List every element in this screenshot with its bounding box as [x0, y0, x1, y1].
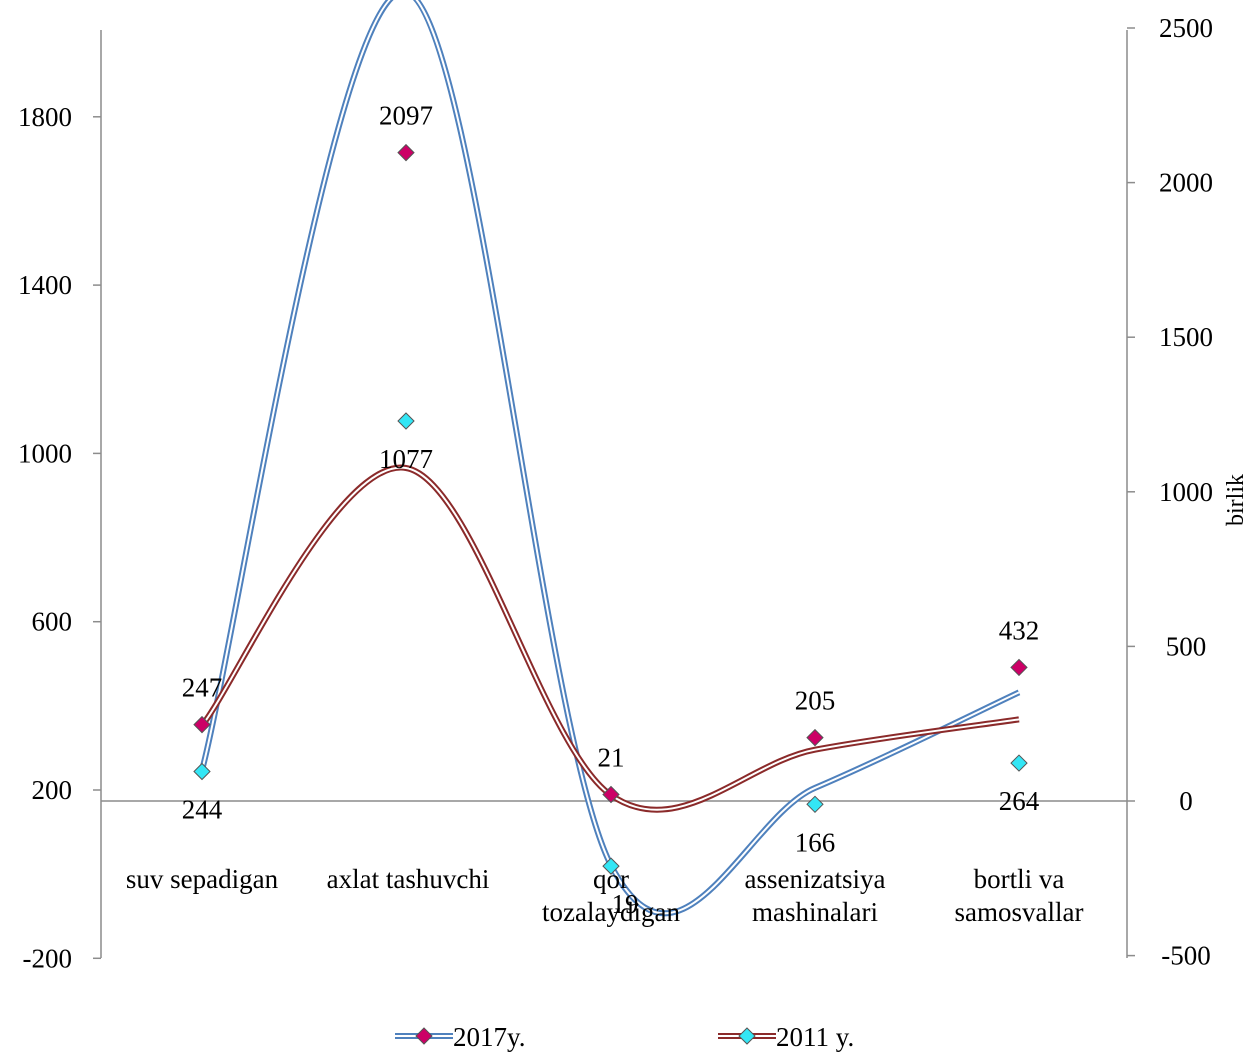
- data-label-series-2: 166: [795, 827, 836, 857]
- category-label: samosvallar: [955, 897, 1084, 927]
- left-y-tick-label: 1800: [18, 102, 72, 132]
- category-label: suv sepadigan: [126, 864, 279, 894]
- legend-label-2: 2011 y.: [776, 1022, 854, 1052]
- data-label-series-2: 1077: [379, 444, 433, 474]
- data-label-series-1: 205: [795, 686, 836, 716]
- category-labels-group: suv sepadigan axlat tashuvchi qortozalaydi…: [126, 864, 1084, 927]
- series-markers-group: [193, 143, 1028, 875]
- data-label-series-1: 247: [182, 673, 223, 703]
- series-line-inner-2: [201, 466, 1020, 811]
- legend-marker-1: [415, 1027, 433, 1045]
- series-line-outer-1: [199, 0, 1021, 917]
- series-line-inner-1: [201, 0, 1020, 915]
- data-labels-group: 247 2097 21 205 432 244 1077 19 166 264: [182, 101, 1040, 920]
- right-y-tick-label: 500: [1166, 631, 1207, 661]
- data-label-series-1: 432: [999, 615, 1040, 645]
- series-marker-1: [1010, 658, 1028, 677]
- series-marker-1: [602, 785, 620, 804]
- series-marker-1: [193, 715, 211, 734]
- left-y-tick-label: -200: [23, 943, 73, 973]
- right-y-tick-label: 1000: [1159, 477, 1213, 507]
- series-marker-2: [397, 412, 415, 430]
- legend-group: 2017y. 2011 y.: [395, 1022, 854, 1052]
- series-marker-2: [1010, 754, 1028, 772]
- data-label-series-2: 244: [182, 794, 223, 824]
- category-label: mashinalari: [752, 897, 878, 927]
- legend-label-1: 2017y.: [453, 1022, 526, 1052]
- data-label-series-1: 2097: [379, 101, 433, 131]
- axes-group: -200 200 600 1000 1400 1800 -500 0 500 1000 1500 20…: [18, 13, 1249, 973]
- category-label: assenizatsiya: [745, 864, 886, 894]
- series-marker-2: [193, 762, 211, 781]
- right-y-tick-label: 0: [1179, 786, 1193, 816]
- series-marker-2: [806, 795, 824, 814]
- right-y-tick-label: 2500: [1159, 13, 1213, 43]
- series-marker-1: [806, 728, 824, 747]
- left-y-tick-label: 1400: [18, 270, 72, 300]
- category-label: tozalaydigan: [542, 897, 680, 927]
- data-label-series-1: 21: [598, 743, 625, 773]
- left-y-tick-label: 600: [32, 607, 73, 637]
- left-y-tick-label: 200: [32, 775, 73, 805]
- category-label: qor: [593, 864, 629, 894]
- series-marker-2: [602, 857, 620, 875]
- series-lines-group: [199, 0, 1021, 917]
- right-y-tick-label: 1500: [1159, 322, 1213, 352]
- category-label: axlat tashuvchi: [327, 864, 490, 894]
- data-label-series-2: 264: [999, 786, 1040, 816]
- legend-marker-2: [738, 1027, 756, 1045]
- series-marker-1: [397, 143, 415, 162]
- category-label: bortli va: [974, 864, 1065, 894]
- left-y-tick-label: 1000: [18, 438, 72, 468]
- right-y-tick-label: 2000: [1159, 168, 1213, 198]
- right-y-axis-title: birlik: [1223, 474, 1249, 526]
- right-y-tick-label: -500: [1161, 941, 1211, 971]
- data-label-series-2: 19: [612, 889, 639, 919]
